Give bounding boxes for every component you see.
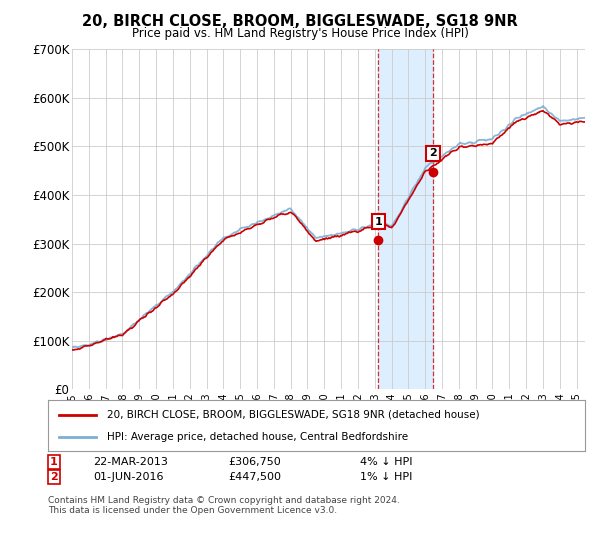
Text: Price paid vs. HM Land Registry's House Price Index (HPI): Price paid vs. HM Land Registry's House …: [131, 27, 469, 40]
Text: 22-MAR-2013: 22-MAR-2013: [93, 457, 168, 467]
Text: £306,750: £306,750: [228, 457, 281, 467]
Text: Contains HM Land Registry data © Crown copyright and database right 2024.
This d: Contains HM Land Registry data © Crown c…: [48, 496, 400, 515]
Text: 01-JUN-2016: 01-JUN-2016: [93, 472, 163, 482]
Text: 2: 2: [429, 148, 437, 158]
Text: 1: 1: [374, 217, 382, 227]
Text: 1% ↓ HPI: 1% ↓ HPI: [360, 472, 412, 482]
Text: 1: 1: [50, 457, 58, 467]
Text: 20, BIRCH CLOSE, BROOM, BIGGLESWADE, SG18 9NR: 20, BIRCH CLOSE, BROOM, BIGGLESWADE, SG1…: [82, 14, 518, 29]
Text: 2: 2: [50, 472, 58, 482]
Bar: [379, 49, 433, 389]
Text: 20, BIRCH CLOSE, BROOM, BIGGLESWADE, SG18 9NR (detached house): 20, BIRCH CLOSE, BROOM, BIGGLESWADE, SG1…: [107, 409, 479, 419]
Text: HPI: Average price, detached house, Central Bedfordshire: HPI: Average price, detached house, Cent…: [107, 432, 408, 442]
Text: 4% ↓ HPI: 4% ↓ HPI: [360, 457, 413, 467]
Text: £447,500: £447,500: [228, 472, 281, 482]
